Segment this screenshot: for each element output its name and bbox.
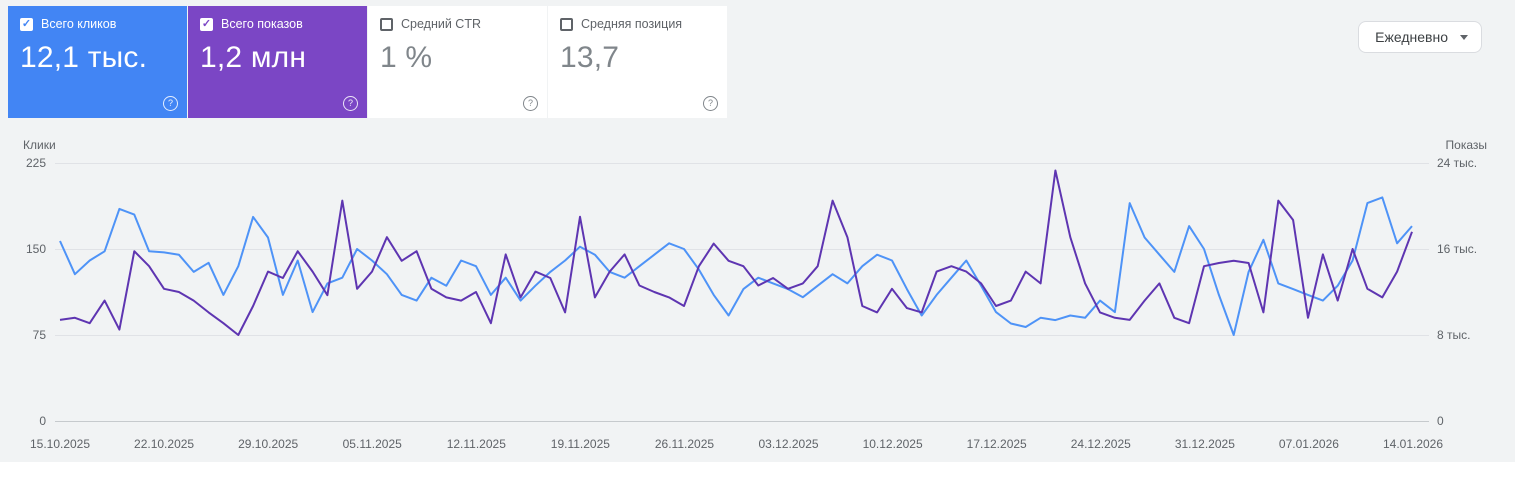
left-axis-title: Клики bbox=[23, 138, 56, 152]
gridline bbox=[55, 335, 1429, 336]
total-clicks-checkbox[interactable]: ✓ bbox=[20, 17, 33, 31]
right-axis-tick: 24 тыс. bbox=[1437, 156, 1478, 170]
x-axis-label: 17.12.2025 bbox=[966, 437, 1027, 451]
x-axis-label: 14.01.2026 bbox=[1382, 437, 1444, 451]
help-icon[interactable]: ? bbox=[703, 96, 718, 111]
checkmark-icon: ✓ bbox=[21, 17, 32, 30]
metric-card-total-impressions[interactable]: ✓ Всего показов 1,2 млн ? bbox=[188, 6, 367, 118]
average-ctr-checkbox[interactable]: ✓ bbox=[380, 17, 393, 31]
metric-cards: ✓ Всего кликов 12,1 тыс. ? ✓ Всего показ… bbox=[8, 6, 728, 118]
help-icon[interactable]: ? bbox=[343, 96, 358, 111]
right-axis-tick: 8 тыс. bbox=[1437, 328, 1471, 342]
total-impressions-value: 1,2 млн bbox=[200, 41, 307, 74]
x-axis-label: 19.11.2025 bbox=[550, 437, 610, 451]
total-clicks-label: Всего кликов bbox=[41, 17, 117, 31]
granularity-dropdown-label: Ежедневно bbox=[1375, 29, 1448, 45]
card-header: ✓ Всего показов bbox=[200, 17, 355, 31]
metric-card-average-position[interactable]: ✓ Средняя позиция 13,7 ? bbox=[548, 6, 727, 118]
x-axis-label: 29.10.2025 bbox=[238, 437, 299, 451]
metric-card-average-ctr[interactable]: ✓ Средний CTR 1 % ? bbox=[368, 6, 547, 118]
chart-plot-area[interactable] bbox=[58, 161, 1414, 423]
x-axis-label: 31.12.2025 bbox=[1174, 437, 1235, 451]
card-header: ✓ Средняя позиция bbox=[560, 17, 715, 31]
x-axis-label: 03.12.2025 bbox=[758, 437, 819, 451]
average-position-value: 13,7 bbox=[560, 41, 620, 74]
x-axis-label: 22.10.2025 bbox=[134, 437, 195, 451]
total-clicks-value: 12,1 тыс. bbox=[20, 41, 148, 74]
bottom-strip bbox=[0, 462, 1515, 483]
left-axis-tick: 75 bbox=[32, 328, 46, 342]
x-axis-label: 05.11.2025 bbox=[342, 437, 402, 451]
right-axis-tick: 16 тыс. bbox=[1437, 242, 1478, 256]
x-axis-label: 24.12.2025 bbox=[1070, 437, 1131, 451]
right-axis-title: Показы bbox=[1445, 138, 1487, 152]
card-header: ✓ Всего кликов bbox=[20, 17, 175, 31]
average-ctr-label: Средний CTR bbox=[401, 17, 481, 31]
help-icon[interactable]: ? bbox=[163, 96, 178, 111]
card-header: ✓ Средний CTR bbox=[380, 17, 535, 31]
x-axis-label: 10.12.2025 bbox=[862, 437, 923, 451]
x-axis-label: 07.01.2026 bbox=[1278, 437, 1339, 451]
average-position-checkbox[interactable]: ✓ bbox=[560, 17, 573, 31]
gridline bbox=[55, 163, 1429, 164]
average-position-label: Средняя позиция bbox=[581, 17, 683, 31]
chevron-down-icon bbox=[1460, 34, 1468, 40]
left-axis-tick: 0 bbox=[39, 414, 46, 428]
x-axis-labels: 15.10.2025 22.10.2025 29.10.2025 05.11.2025… bbox=[30, 437, 1443, 453]
impressions-line bbox=[59, 169, 1413, 336]
x-axis-label: 26.11.2025 bbox=[654, 437, 715, 451]
left-axis-tick: 150 bbox=[25, 242, 46, 256]
x-axis-baseline bbox=[55, 421, 1429, 422]
left-axis-tick: 225 bbox=[25, 156, 46, 170]
checkmark-icon: ✓ bbox=[201, 17, 212, 30]
clicks-line bbox=[59, 196, 1413, 336]
total-impressions-checkbox[interactable]: ✓ bbox=[200, 17, 213, 31]
right-axis-tick: 0 bbox=[1437, 414, 1444, 428]
metric-card-total-clicks[interactable]: ✓ Всего кликов 12,1 тыс. ? bbox=[8, 6, 187, 118]
x-axis-label: 15.10.2025 bbox=[29, 437, 91, 451]
gridline bbox=[55, 249, 1429, 250]
x-axis-label: 12.11.2025 bbox=[446, 437, 506, 451]
average-ctr-value: 1 % bbox=[380, 41, 433, 74]
granularity-dropdown[interactable]: Ежедневно bbox=[1358, 21, 1482, 53]
help-icon[interactable]: ? bbox=[523, 96, 538, 111]
total-impressions-label: Всего показов bbox=[221, 17, 303, 31]
